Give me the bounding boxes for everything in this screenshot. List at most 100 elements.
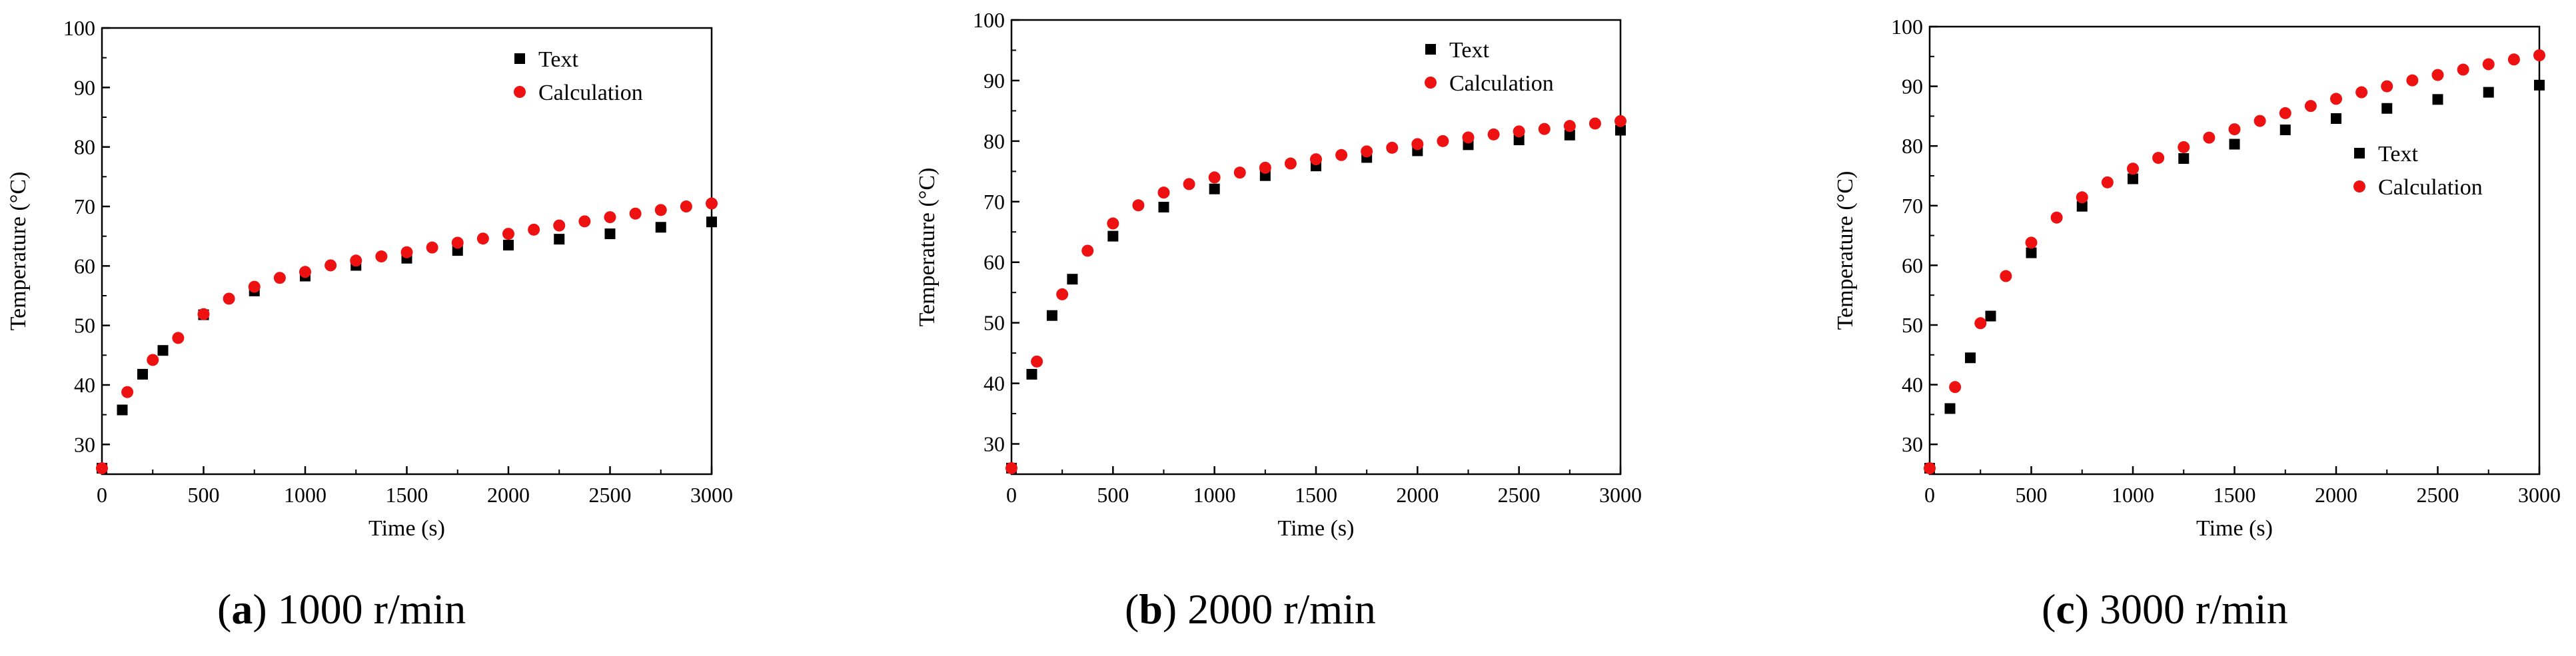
data-point-calculation: [1462, 131, 1475, 144]
data-point-calculation: [1233, 166, 1246, 179]
data-point-calculation: [1614, 115, 1626, 127]
data-point-calculation: [2076, 191, 2088, 204]
y-tick-label: 30: [1902, 432, 1923, 456]
x-tick-label: 3000: [690, 483, 733, 507]
data-point-calculation: [654, 204, 667, 216]
x-tick-label: 2000: [1396, 483, 1439, 507]
data-point-calculation: [2330, 93, 2342, 105]
data-point-calculation: [324, 259, 337, 272]
x-tick-label: 1500: [386, 483, 428, 507]
chart-b: 0 500 1000 1500 2000 2500 3000 30 40 50 60 70 80 90 10…: [915, 8, 1642, 541]
data-point-calculation: [1031, 355, 1043, 368]
x-tick-label: 0: [1924, 483, 1935, 507]
data-point-calculation: [147, 354, 159, 366]
x-tick-label: 2000: [487, 483, 530, 507]
data-point-calculation: [1259, 161, 1271, 174]
y-tick-label: 70: [74, 194, 95, 218]
data-point-text: [503, 240, 514, 251]
x-tick-label: 500: [1097, 483, 1129, 507]
data-point-text: [1944, 403, 1956, 414]
y-tick-label: 40: [1902, 373, 1923, 397]
data-point-calculation: [528, 223, 540, 236]
data-point-calculation: [1157, 186, 1170, 199]
data-point-calculation: [2025, 236, 2038, 249]
x-tick-label: 0: [1006, 483, 1017, 507]
data-point-calculation: [2355, 86, 2368, 99]
y-tick-label: 30: [74, 432, 95, 456]
y-tick-label: 90: [74, 75, 95, 99]
data-point-text: [1067, 274, 1078, 285]
data-point-text: [1965, 352, 1976, 364]
data-point-calculation: [121, 386, 134, 398]
legend-label: Calculation: [1449, 71, 1554, 96]
x-tick-label: 2500: [589, 483, 632, 507]
data-point-text: [706, 216, 717, 228]
data-point-text: [2483, 87, 2494, 98]
data-point-text: [1513, 135, 1525, 146]
legend: Text Calculation: [2353, 142, 2483, 200]
data-point-calculation: [2279, 107, 2291, 119]
y-axis-label: Temperature (°C): [1833, 171, 1858, 330]
x-tick-label: 0: [97, 483, 107, 507]
data-point-calculation: [1056, 288, 1069, 300]
chart-a: 0 500 1000 1500 2000 2500 3000 30 40 50 60 70 80 90 10…: [6, 16, 733, 541]
legend-label: Text: [1449, 38, 1489, 63]
data-point-calculation: [1335, 149, 1348, 161]
y-tick-label: 100: [973, 8, 1005, 32]
caption-c: (c) 3000 r/min: [2042, 585, 2288, 633]
data-point-calculation: [1005, 462, 1017, 474]
data-point-text: [1158, 201, 1169, 212]
data-point-text: [2534, 79, 2545, 91]
data-point-calculation: [1949, 381, 1962, 394]
x-tick-label: 1000: [1193, 483, 1236, 507]
data-point-calculation: [2050, 211, 2063, 224]
data-point-text: [1046, 310, 1057, 321]
data-point-text: [1985, 310, 1996, 322]
data-point-calculation: [1513, 125, 1525, 138]
data-point-text: [2076, 200, 2088, 212]
y-axis-label: Temperature (°C): [915, 168, 940, 327]
data-point-calculation: [172, 332, 185, 344]
data-point-calculation: [706, 197, 718, 210]
data-point-calculation: [1284, 157, 1297, 170]
data-point-calculation: [375, 250, 388, 263]
data-point-calculation: [604, 211, 616, 224]
data-point-text: [137, 368, 148, 380]
data-point-text: [2128, 173, 2138, 184]
y-tick-label: 80: [983, 129, 1005, 153]
legend: Text Calculation: [514, 47, 643, 105]
data-point-text: [2279, 125, 2291, 136]
data-point-text: [1209, 183, 1220, 194]
data-point-text: [554, 234, 565, 245]
x-axis-label: Time (s): [1278, 516, 1355, 541]
data-point-calculation: [476, 232, 489, 245]
plot-frame: [1928, 25, 2541, 476]
data-point-calculation: [1924, 462, 1936, 475]
legend-label: Text: [538, 47, 578, 72]
data-point-calculation: [1361, 145, 1373, 158]
legend-label: Text: [2378, 142, 2418, 166]
legend-marker-text: [2354, 148, 2365, 159]
legend-marker-calculation: [2353, 180, 2365, 192]
legend-marker-text: [514, 53, 525, 64]
y-tick-label: 90: [1902, 75, 1923, 99]
y-tick-label: 50: [983, 311, 1005, 335]
data-point-calculation: [629, 207, 642, 220]
data-point-calculation: [2507, 53, 2520, 66]
data-point-calculation: [2000, 270, 2012, 282]
legend-label: Calculation: [2378, 175, 2483, 200]
x-tick-label: 1000: [284, 483, 326, 507]
data-point-calculation: [2178, 141, 2190, 153]
y-axis-label: Temperature (°C): [6, 172, 31, 331]
data-point-text: [2178, 153, 2190, 164]
data-point-calculation: [2101, 176, 2114, 188]
data-point-calculation: [1437, 135, 1449, 147]
data-point-calculation: [1310, 153, 1322, 166]
legend: Text Calculation: [1425, 38, 1554, 96]
y-tick-label: 60: [1902, 253, 1923, 277]
data-point-calculation: [2254, 115, 2266, 127]
data-point-calculation: [1487, 128, 1500, 141]
caption-b: (b) 2000 r/min: [1125, 585, 1376, 633]
x-axis-label: Time (s): [2196, 516, 2273, 541]
